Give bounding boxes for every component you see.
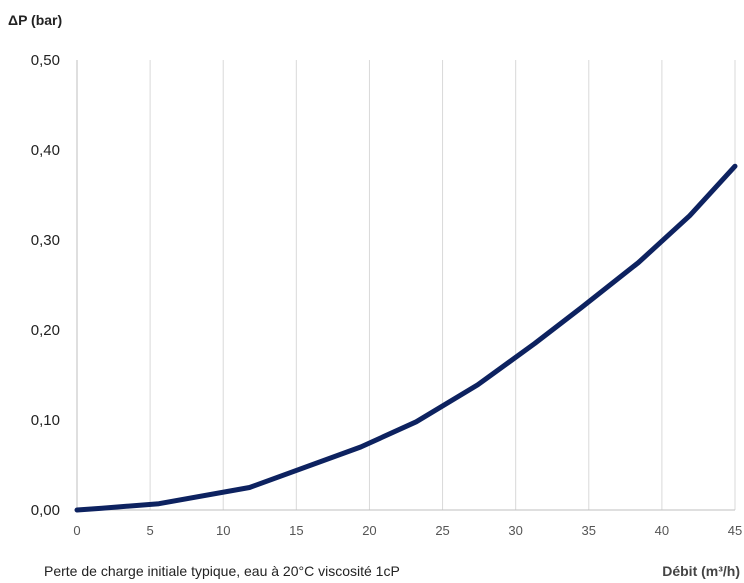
x-tick-label: 10 xyxy=(216,523,230,538)
y-tick-label: 0,40 xyxy=(31,142,60,159)
x-tick-label: 30 xyxy=(508,523,522,538)
x-axis-label: Débit (m³/h) xyxy=(662,563,740,579)
grid xyxy=(76,60,736,511)
x-tick-label: 20 xyxy=(362,523,376,538)
x-tick-labels: 0 5 10 15 20 25 30 35 40 45 xyxy=(73,523,742,538)
x-tick-label: 15 xyxy=(289,523,303,538)
y-tick-label: 0,00 xyxy=(31,502,60,519)
x-tick-label: 0 xyxy=(73,523,80,538)
y-tick-label: 0,50 xyxy=(31,52,60,69)
chart-caption: Perte de charge initiale typique, eau à … xyxy=(44,563,400,579)
x-tick-label: 45 xyxy=(728,523,742,538)
y-tick-label: 0,30 xyxy=(31,232,60,249)
series-line xyxy=(74,163,738,513)
y-tick-label: 0,10 xyxy=(31,412,60,429)
y-tick-labels: 0,00 0,10 0,20 0,30 0,40 0,50 xyxy=(31,52,60,519)
y-tick-label: 0,20 xyxy=(31,322,60,339)
y-axis-label: ΔP (bar) xyxy=(8,12,62,28)
x-tick-label: 5 xyxy=(146,523,153,538)
x-tick-label: 40 xyxy=(655,523,669,538)
x-tick-label: 25 xyxy=(435,523,449,538)
x-tick-label: 35 xyxy=(582,523,596,538)
